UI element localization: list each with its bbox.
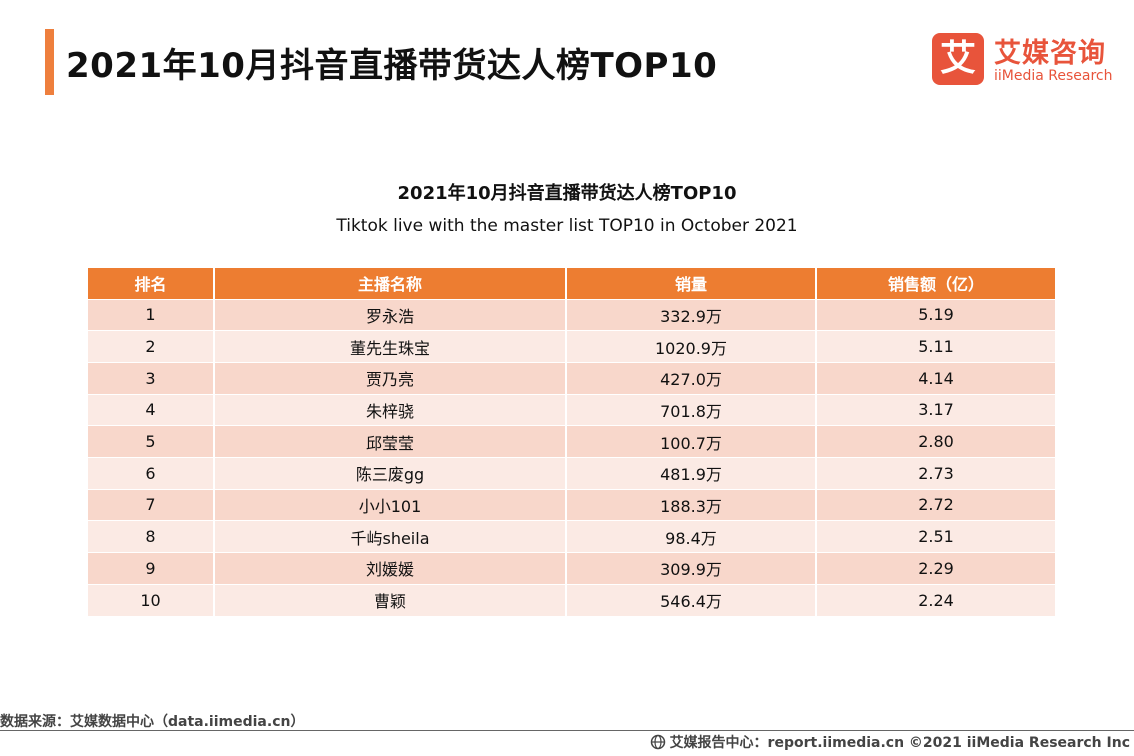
sales-amount-cell: 5.11 (816, 330, 1055, 363)
rank-cell: 8 (88, 520, 215, 553)
sales-volume-cell: 98.4万 (566, 520, 817, 553)
rank-cell: 4 (88, 393, 215, 426)
table-row: 10 曹颖 546.4万 2.24 (88, 583, 1055, 616)
footer-divider (0, 730, 1134, 731)
sales-amount-cell: 5.19 (816, 298, 1055, 331)
rank-cell: 9 (88, 552, 215, 585)
ranking-table: 排名 主播名称 销量 销售额（亿） 1 罗永浩 332.9万 5.19 2 董先生珠宝 10… (88, 268, 1055, 616)
streamer-name-cell: 贾乃亮 (214, 361, 567, 395)
data-source-note: 数据来源：艾媒数据中心（data.iimedia.cn） (0, 714, 305, 730)
title-accent-bar (45, 29, 54, 95)
column-header-rank: 排名 (88, 268, 215, 299)
table-subtitle: Tiktok live with the master list TOP10 i… (336, 216, 798, 236)
logo-english-name: iiMedia Research (994, 68, 1113, 84)
rank-cell: 3 (88, 361, 215, 395)
sales-volume-cell: 332.9万 (566, 298, 817, 331)
table-row: 1 罗永浩 332.9万 5.19 (88, 298, 1055, 331)
logo-mark-icon: 艾 (932, 33, 984, 85)
streamer-name-cell: 朱梓骁 (214, 393, 567, 426)
streamer-name-cell: 董先生珠宝 (214, 330, 567, 363)
iimedia-logo: 艾 艾媒咨询 iiMedia Research (932, 31, 1122, 89)
table-row: 3 贾乃亮 427.0万 4.14 (88, 361, 1055, 395)
footer-report: 艾媒报告中心：report.iimedia.cn ©2021 iiMedia R… (650, 732, 1130, 752)
table-header-row: 排名 主播名称 销量 销售额（亿） (88, 268, 1055, 299)
sales-amount-cell: 2.51 (816, 520, 1055, 553)
sales-amount-cell: 2.72 (816, 488, 1055, 521)
rank-cell: 1 (88, 298, 215, 331)
page-title: 2021年10月抖音直播带货达人榜TOP10 (66, 46, 718, 86)
streamer-name-cell: 千屿sheila (214, 520, 567, 553)
sales-amount-cell: 3.17 (816, 393, 1055, 426)
sales-volume-cell: 481.9万 (566, 456, 817, 490)
sales-amount-cell: 2.29 (816, 552, 1055, 585)
globe-icon (650, 734, 665, 750)
table-title: 2021年10月抖音直播带货达人榜TOP10 (397, 183, 737, 204)
sales-volume-cell: 1020.9万 (566, 330, 817, 363)
logo-chinese-name: 艾媒咨询 (994, 38, 1106, 69)
sales-amount-cell: 2.73 (816, 456, 1055, 490)
table-row: 8 千屿sheila 98.4万 2.51 (88, 520, 1055, 553)
table-row: 5 邱莹莹 100.7万 2.80 (88, 425, 1055, 458)
sales-volume-cell: 701.8万 (566, 393, 817, 426)
table-row: 7 小小101 188.3万 2.72 (88, 488, 1055, 521)
sales-amount-cell: 4.14 (816, 361, 1055, 395)
streamer-name-cell: 罗永浩 (214, 298, 567, 331)
sales-amount-cell: 2.24 (816, 583, 1055, 616)
streamer-name-cell: 陈三废gg (214, 456, 567, 490)
sales-volume-cell: 427.0万 (566, 361, 817, 395)
column-header-sales-amount: 销售额（亿） (816, 268, 1055, 299)
rank-cell: 6 (88, 456, 215, 490)
sales-volume-cell: 546.4万 (566, 583, 817, 616)
sales-volume-cell: 188.3万 (566, 488, 817, 521)
sales-amount-cell: 2.80 (816, 425, 1055, 458)
footer-report-text: 艾媒报告中心：report.iimedia.cn ©2021 iiMedia R… (669, 735, 1130, 751)
column-header-sales-volume: 销量 (566, 268, 817, 299)
streamer-name-cell: 小小101 (214, 488, 567, 521)
table-row: 2 董先生珠宝 1020.9万 5.11 (88, 330, 1055, 363)
table-row: 9 刘媛媛 309.9万 2.29 (88, 552, 1055, 585)
rank-cell: 7 (88, 488, 215, 521)
table-row: 4 朱梓骁 701.8万 3.17 (88, 393, 1055, 426)
column-header-streamer: 主播名称 (214, 268, 567, 299)
streamer-name-cell: 曹颖 (214, 583, 567, 616)
rank-cell: 5 (88, 425, 215, 458)
rank-cell: 2 (88, 330, 215, 363)
table-row: 6 陈三废gg 481.9万 2.73 (88, 456, 1055, 490)
streamer-name-cell: 邱莹莹 (214, 425, 567, 458)
sales-volume-cell: 100.7万 (566, 425, 817, 458)
rank-cell: 10 (88, 583, 215, 616)
streamer-name-cell: 刘媛媛 (214, 552, 567, 585)
table-body: 1 罗永浩 332.9万 5.19 2 董先生珠宝 1020.9万 5.11 3 贾乃亮 427.0… (88, 298, 1055, 616)
sales-volume-cell: 309.9万 (566, 552, 817, 585)
